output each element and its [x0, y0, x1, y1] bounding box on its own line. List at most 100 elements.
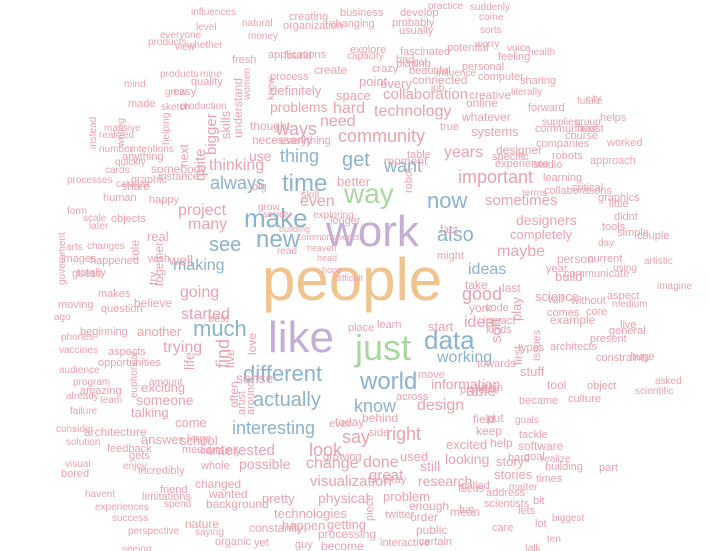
cloud-word: fresh: [232, 54, 257, 66]
cloud-word: impact: [483, 315, 516, 327]
cloud-word: best: [208, 313, 229, 325]
cloud-word: designers: [516, 212, 577, 228]
cloud-word: imagine: [657, 281, 693, 292]
cloud-word: collaboration: [383, 86, 469, 103]
cloud-word: hard: [333, 100, 366, 117]
cloud-word: come: [175, 415, 207, 430]
cloud-word: moment: [384, 154, 428, 168]
cloud-word: amazing: [80, 385, 122, 397]
cloud-word: medium: [612, 299, 648, 310]
cloud-word: goals: [515, 415, 539, 426]
cloud-word: piece: [364, 494, 376, 521]
cloud-word: asked: [655, 376, 682, 387]
cloud-word: just: [355, 327, 412, 368]
cloud-word: goal: [524, 451, 545, 463]
cloud-word: graphic: [131, 174, 168, 186]
cloud-word: products: [160, 69, 199, 80]
cloud-word: group: [575, 117, 601, 128]
cloud-word: euphorical: [129, 351, 140, 398]
cloud-word: definitely: [270, 83, 322, 98]
cloud-word: within: [475, 382, 504, 394]
cloud-word: interested: [209, 442, 275, 459]
cloud-word: thought: [250, 119, 291, 133]
cloud-word: always: [210, 173, 266, 193]
cloud-word: critical: [572, 182, 604, 194]
cloud-word: somebody: [151, 162, 207, 176]
cloud-word: commonsworks: [297, 232, 360, 242]
cloud-word: types: [518, 342, 545, 354]
cloud-word: solution: [66, 437, 101, 448]
cloud-word: kinds: [486, 324, 512, 336]
cloud-word: better: [337, 174, 371, 189]
cloud-word: writing: [116, 118, 127, 147]
cloud-word: someone: [136, 392, 194, 408]
cloud-word: care: [492, 522, 514, 534]
cloud-word: five: [223, 349, 237, 368]
cloud-word: field: [473, 412, 496, 426]
cloud-word: cards: [105, 165, 130, 176]
cloud-word: ideas: [468, 261, 507, 278]
cloud-word: beginning: [80, 326, 128, 338]
cloud-word: mean: [450, 505, 481, 519]
cloud-word: massive: [104, 123, 141, 134]
cloud-word: whole: [201, 460, 230, 472]
cloud-word: scientists: [484, 498, 530, 510]
cloud-word: focus: [458, 483, 485, 495]
cloud-word: companies: [536, 138, 590, 150]
cloud-word: called: [461, 480, 490, 492]
cloud-word: grew: [165, 87, 187, 98]
cloud-word: mind: [124, 79, 146, 90]
cloud-word: side: [369, 427, 390, 439]
cloud-word: present: [590, 333, 627, 345]
cloud-word: actually: [253, 389, 321, 411]
cloud-word: different: [243, 361, 323, 386]
cloud-word: might: [437, 250, 464, 262]
cloud-word: havent: [85, 489, 116, 500]
cloud-word: studio: [533, 159, 563, 171]
cloud-word: program: [73, 377, 111, 388]
cloud-word: matter: [509, 482, 538, 493]
cloud-word: biggest: [552, 513, 585, 524]
cloud-word: hope: [322, 265, 343, 275]
cloud-word: spend: [164, 499, 192, 510]
cloud-word: even: [300, 193, 335, 210]
cloud-word: example: [550, 313, 596, 327]
cloud-word: enjoy: [123, 461, 147, 472]
cloud-word: started: [181, 306, 230, 323]
cloud-word: address: [486, 487, 526, 499]
cloud-word: exist: [581, 123, 604, 135]
cloud-word: right: [386, 424, 422, 444]
cloud-word: question: [101, 303, 143, 315]
cloud-word: communities: [535, 123, 597, 135]
cloud-word: organization: [283, 20, 343, 32]
cloud-word: fun: [459, 504, 475, 516]
cloud-word: audience: [59, 365, 100, 376]
cloud-word: aspect: [607, 290, 640, 302]
cloud-word: robot: [403, 167, 415, 193]
cloud-word: hard: [508, 452, 531, 464]
cloud-word: maybe: [497, 243, 546, 260]
cloud-word: quality: [191, 76, 223, 88]
cloud-word: answer: [141, 432, 183, 447]
cloud-word: today: [335, 415, 365, 429]
cloud-word: approach: [590, 155, 636, 167]
cloud-word: processing: [318, 527, 377, 541]
cloud-word: learn: [377, 319, 402, 331]
cloud-word: images: [61, 253, 97, 265]
cloud-word: team: [100, 395, 123, 406]
cloud-word: certainly: [200, 445, 241, 457]
cloud-word: instance: [158, 171, 199, 183]
cloud-word: sketch: [161, 102, 190, 113]
cloud-word: level: [196, 22, 217, 33]
cloud-word: creating: [289, 11, 329, 23]
cloud-word: society: [263, 209, 292, 219]
cloud-word: longer: [330, 215, 361, 227]
cloud-word: future: [577, 96, 603, 107]
cloud-word: try: [146, 271, 160, 285]
cloud-word: large: [187, 433, 212, 445]
cloud-word: capacity: [347, 51, 384, 62]
cloud-word: designer: [496, 143, 543, 157]
cloud-word: architects: [550, 341, 598, 353]
cloud-word: wish: [148, 253, 171, 265]
cloud-word: will: [548, 294, 564, 306]
